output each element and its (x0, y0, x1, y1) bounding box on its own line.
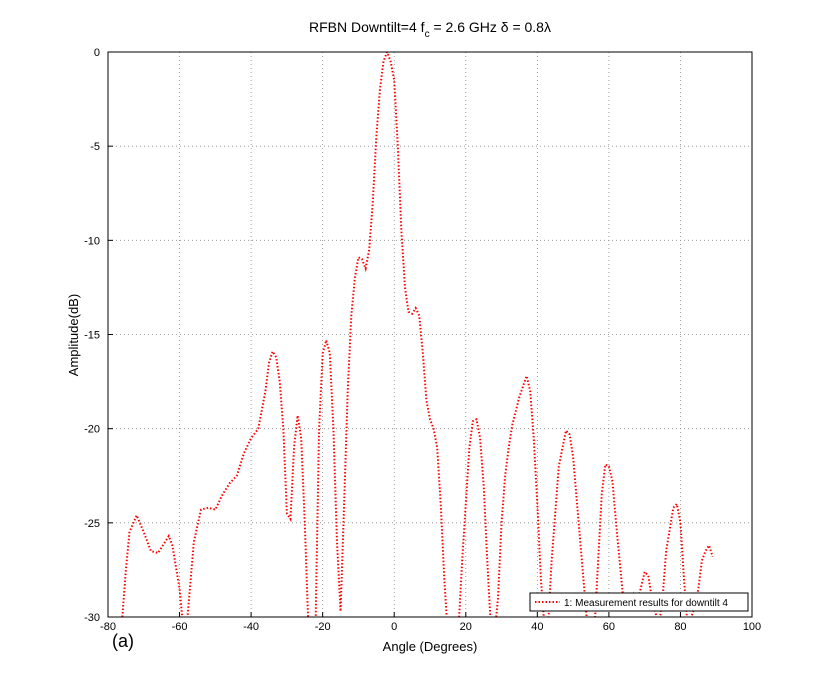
x-tick-label: 20 (460, 621, 472, 633)
title-part: c (425, 29, 430, 40)
chart-title: RFBN Downtilt=4 fc = 2.6 GHz δ = 0.8λ (309, 19, 551, 40)
x-tick-label: -40 (243, 621, 259, 633)
annotation: (a) (112, 631, 134, 651)
y-axis-label: Amplitude(dB) (66, 294, 81, 376)
legend-box (529, 592, 749, 612)
y-tick-label: -10 (84, 235, 100, 247)
title-part: RFBN Downtilt=4 f (309, 19, 425, 35)
y-tick-label: -30 (84, 612, 100, 624)
data-line (121, 52, 714, 617)
y-tick-label: -15 (84, 330, 100, 342)
x-tick-label: 80 (674, 621, 686, 633)
title-part: = 2.6 GHz δ = 0.8λ (430, 19, 551, 35)
y-tick-label: -20 (84, 424, 100, 436)
y-tick-label: 0 (94, 47, 100, 59)
x-tick-label: 0 (391, 621, 397, 633)
x-tick-label: -20 (315, 621, 331, 633)
x-tick-label: 40 (531, 621, 543, 633)
x-tick-label: 60 (603, 621, 615, 633)
x-tick-label: 100 (743, 621, 761, 633)
legend-label: 1: Measurement results for downtilt 4 (564, 598, 728, 609)
x-axis-label: Angle (Degrees) (383, 639, 478, 654)
y-tick-label: -25 (84, 518, 100, 530)
x-tick-label: -60 (172, 621, 188, 633)
y-tick-label: -5 (90, 141, 100, 153)
x-tick-label: -80 (100, 621, 116, 633)
